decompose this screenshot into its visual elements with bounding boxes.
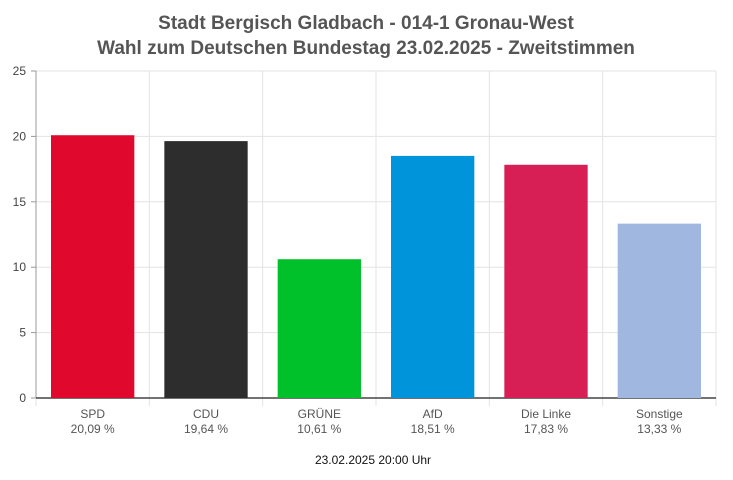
footer-timestamp: 23.02.2025 20:00 Uhr (315, 453, 431, 467)
y-tick-label: 20 (13, 129, 27, 143)
bar-afd[interactable] (391, 155, 475, 398)
bar-die-linke[interactable] (504, 164, 588, 398)
chart-title-line-1: Stadt Bergisch Gladbach - 014-1 Gronau-W… (158, 13, 574, 34)
x-value-label: 19,64 % (184, 422, 228, 436)
x-category-label: GRÜNE (298, 407, 341, 421)
bar-sonstige[interactable] (617, 223, 701, 398)
x-value-label: 17,83 % (524, 422, 568, 436)
x-category-label: Die Linke (521, 407, 571, 421)
y-tick-label: 15 (13, 195, 27, 209)
bar-cdu[interactable] (164, 141, 248, 398)
y-tick-label: 10 (13, 260, 27, 274)
x-category-label: AfD (423, 407, 443, 421)
x-value-label: 13,33 % (637, 422, 681, 436)
x-value-label: 20,09 % (71, 422, 115, 436)
x-category-label: CDU (193, 407, 219, 421)
bars (51, 135, 701, 399)
x-value-label: 10,61 % (297, 422, 341, 436)
x-category-label: SPD (80, 407, 105, 421)
x-category-label: Sonstige (636, 407, 683, 421)
y-tick-label: 25 (13, 64, 27, 78)
bar-grüne[interactable] (277, 259, 361, 398)
y-tick-label: 5 (19, 326, 26, 340)
y-tick-label: 0 (19, 391, 26, 405)
chart-title-line-2: Wahl zum Deutschen Bundestag 23.02.2025 … (97, 38, 635, 59)
bar-spd[interactable] (51, 135, 135, 399)
x-value-label: 18,51 % (411, 422, 455, 436)
grid: 0 5 10 15 20 25 (13, 64, 717, 406)
